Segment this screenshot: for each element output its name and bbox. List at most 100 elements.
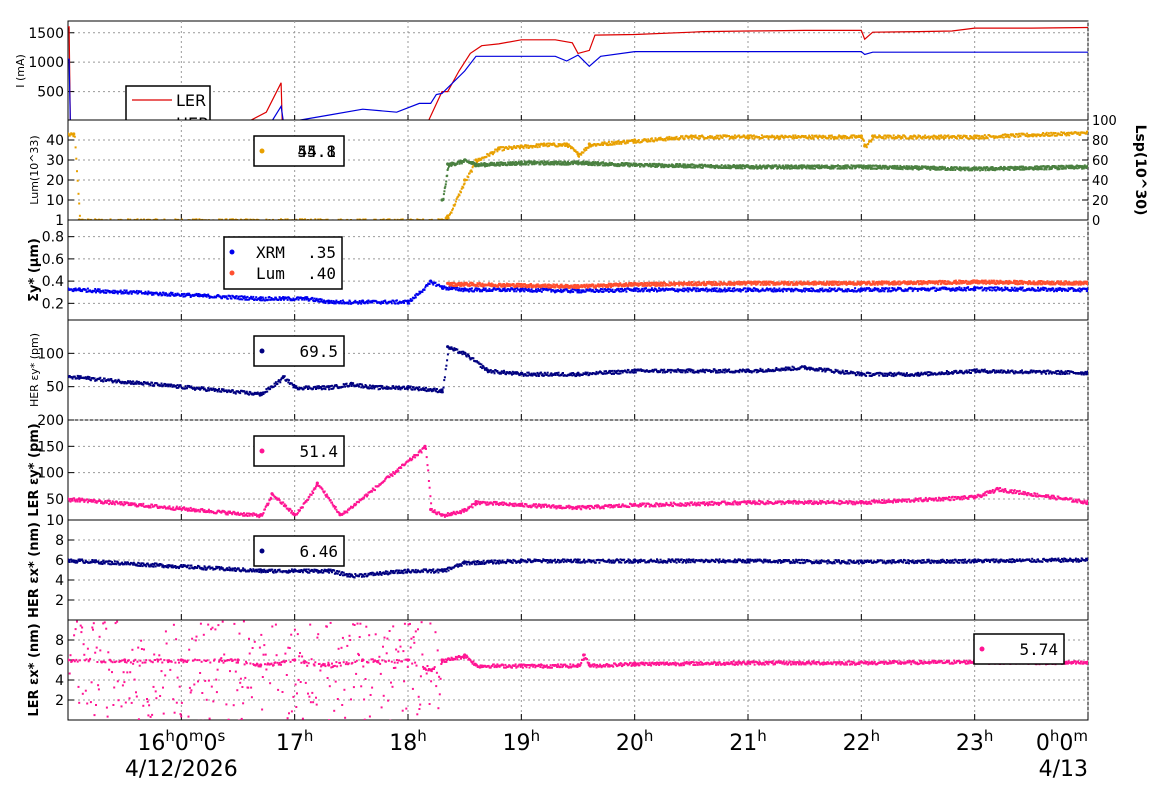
data-point [464,183,466,185]
data-point [967,286,969,288]
data-point [486,156,488,158]
data-point [446,175,448,177]
data-point [625,291,627,293]
data-point [445,183,447,185]
data-point [982,169,984,171]
data-point [587,164,589,166]
data-point [554,286,556,288]
data-point [851,168,853,170]
series-anchor-point [66,132,69,135]
data-point [477,285,479,287]
data-point [1022,287,1024,289]
y-right-tick-label: 60 [1092,154,1109,169]
data-point [668,136,670,138]
series-anchor-point [327,300,330,303]
data-point [682,135,684,137]
data-point [550,161,552,163]
data-point [75,158,77,160]
data-point [954,169,956,171]
data-point [792,135,794,137]
data-point [455,289,457,291]
data-point [617,288,619,290]
data-point [806,167,808,169]
data-point [274,299,276,301]
data-point [924,135,926,137]
data-point [719,284,721,286]
data-point [994,286,996,288]
data-point [460,191,462,193]
data-point [1061,134,1063,136]
data-point [506,290,508,292]
data-point [788,165,790,167]
series-anchor-point [463,158,466,161]
data-point [580,154,582,156]
series-anchor-point [871,134,874,137]
y-tick-label: 10 [46,193,64,209]
data-point [408,303,410,305]
data-point [403,302,405,304]
data-point [721,164,723,166]
series-anchor-point [860,287,863,290]
data-point [854,287,856,289]
data-point [944,166,946,168]
data-point [601,288,603,290]
data-point [751,138,753,140]
data-point [985,169,987,171]
series-anchor-point [973,134,976,137]
data-point [537,146,539,148]
data-point [520,286,522,288]
data-point [964,169,966,171]
data-point [1001,287,1003,289]
data-point [1014,287,1016,289]
series-anchor-point [576,160,579,163]
series-anchor-point [446,162,449,165]
y-tick-label: 0.6 [42,252,64,268]
data-point [321,299,323,301]
data-point [452,208,454,210]
data-point [429,283,431,285]
data-point [782,291,784,293]
data-point [987,137,989,139]
data-point [779,138,781,140]
series-anchor-point [406,300,409,303]
data-point [623,140,625,142]
data-point [614,143,616,145]
data-point [411,299,413,301]
data-point [396,299,398,301]
data-point [183,293,185,295]
data-point [978,135,980,137]
series-anchor-point [66,287,69,290]
data-point [415,296,417,298]
data-point [989,289,991,291]
data-point [469,172,471,174]
data-point [921,138,923,140]
data-point [78,193,80,195]
data-point [918,166,920,168]
data-point [582,152,584,154]
data-point [140,290,142,292]
data-point [968,167,970,169]
data-point [888,137,890,139]
y-right-tick-label: 100 [1092,114,1117,129]
data-point [692,281,694,283]
data-point [553,284,555,286]
panel-frame [68,21,1088,121]
data-point [391,302,393,304]
series-anchor-point [440,285,443,288]
data-point [394,303,396,305]
data-point [719,138,721,140]
data-point [1065,168,1067,170]
data-point [851,137,853,139]
data-point [645,287,647,289]
series-anchor-point [1086,287,1089,290]
data-point [834,288,836,290]
data-point [973,138,975,140]
series-anchor-point [520,144,523,147]
data-point [268,296,270,298]
data-point [503,149,505,151]
data-point [902,137,904,139]
data-point [519,147,521,149]
data-point [236,295,238,297]
series-anchor-point [588,142,591,145]
